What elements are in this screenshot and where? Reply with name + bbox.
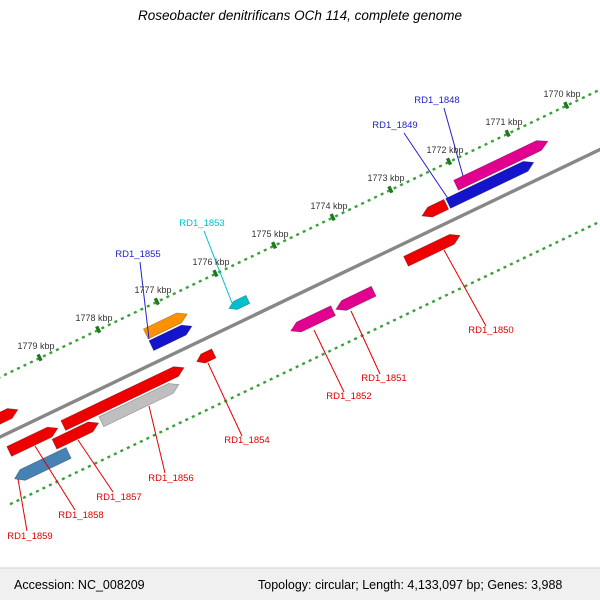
ruler-label-1775: 1775 kbp (251, 229, 288, 239)
leader-line-rd1-1854 (207, 362, 243, 437)
gene-arrow-rd1-1856[interactable] (98, 380, 181, 428)
gene-label-rd1-1857[interactable]: RD1_1857 (96, 492, 141, 503)
ruler-major-ticks (36, 101, 570, 362)
gene-arrow-rd1-1859[interactable] (12, 447, 72, 485)
ruler-label-1772: 1772 kbp (426, 145, 463, 155)
leader-line-rd1-1853 (203, 230, 233, 304)
feature-arrow-red-c[interactable] (0, 405, 20, 438)
leader-line-rd1-1851 (350, 310, 381, 375)
leader-lines (17, 107, 487, 532)
gene-label-rd1-1852[interactable]: RD1_1852 (326, 391, 371, 402)
gene-label-rd1-1858[interactable]: RD1_1858 (58, 510, 103, 521)
gene-arrow-rd1-1850[interactable] (403, 230, 463, 267)
leader-line-rd1-1858 (34, 445, 76, 511)
leader-line-rd1-1857 (77, 439, 114, 493)
leader-line-rd1-1859 (17, 478, 28, 532)
feature-arrow-red-b[interactable] (60, 363, 187, 431)
leader-line-rd1-1855 (139, 261, 150, 340)
leader-line-rd1-1852 (313, 329, 345, 393)
leader-line-rd1-1850 (443, 249, 487, 327)
gene-label-rd1-1849[interactable]: RD1_1849 (372, 120, 417, 131)
leader-line-rd1-1856 (148, 405, 166, 474)
gene-arrow-rd1-1858[interactable] (6, 423, 60, 457)
ruler-label-1773: 1773 kbp (367, 173, 404, 183)
genome-backbone-line (0, 133, 600, 448)
gene-arrow-rd1-1849[interactable] (445, 157, 536, 209)
gene-label-rd1-1859[interactable]: RD1_1859 (7, 531, 52, 542)
gene-labels: RD1_1848 RD1_1849 RD1_1853 RD1_1855 RD1_… (7, 95, 513, 542)
gene-label-rd1-1853[interactable]: RD1_1853 (179, 218, 224, 229)
ruler-label-1771: 1771 kbp (485, 117, 522, 127)
gene-arrow-rd1-1853[interactable] (227, 294, 251, 312)
page-title: Roseobacter denitrificans OCh 114, compl… (138, 8, 462, 23)
feature-arrow-red-a[interactable] (420, 198, 450, 221)
leader-line-rd1-1848 (443, 107, 464, 177)
gene-label-rd1-1855[interactable]: RD1_1855 (115, 249, 160, 260)
lower-tick-track (9, 192, 600, 506)
status-bar: Accession: NC_008209 Topology: circular;… (0, 567, 600, 600)
status-accession: Accession: NC_008209 (14, 578, 145, 592)
ruler-label-1774: 1774 kbp (310, 201, 347, 211)
leader-line-rd1-1849 (403, 132, 450, 201)
ruler-label-1776: 1776 kbp (192, 257, 229, 267)
status-bar-background (0, 568, 600, 600)
gene-arrow-rd1-1851[interactable] (333, 285, 377, 314)
gene-arrow-rd1-1857[interactable] (51, 418, 101, 450)
gene-arrow-rd1-1852[interactable] (288, 305, 336, 336)
gene-label-rd1-1848[interactable]: RD1_1848 (414, 95, 459, 106)
gene-arrow-rd1-1848[interactable] (453, 136, 551, 191)
upper-tick-track (0, 84, 600, 399)
ruler-label-1779: 1779 kbp (17, 341, 54, 351)
feature-arrow-orange[interactable] (142, 309, 189, 340)
gene-label-rd1-1851[interactable]: RD1_1851 (361, 373, 406, 384)
genome-axis-group (0, 84, 600, 506)
ruler-labels: 1770 kbp 1771 kbp 1772 kbp 1773 kbp 1774… (17, 89, 580, 351)
gene-label-rd1-1856[interactable]: RD1_1856 (148, 473, 193, 484)
ruler-label-1778: 1778 kbp (75, 313, 112, 323)
gene-arrow-rd1-1854[interactable] (195, 348, 217, 366)
gene-label-rd1-1854[interactable]: RD1_1854 (224, 435, 269, 446)
status-summary: Topology: circular; Length: 4,133,097 bp… (258, 578, 562, 592)
ruler-label-1770: 1770 kbp (543, 89, 580, 99)
gene-arrow-rd1-1855[interactable] (148, 321, 194, 352)
ruler-label-1777: 1777 kbp (134, 285, 171, 295)
gene-label-rd1-1850[interactable]: RD1_1850 (468, 325, 513, 336)
